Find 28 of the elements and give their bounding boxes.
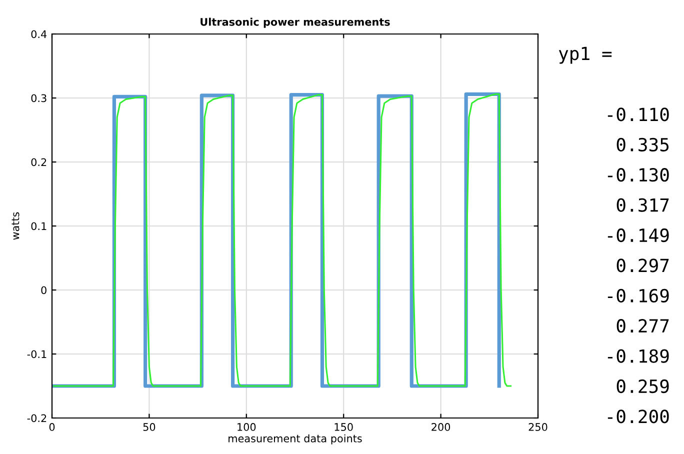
text: yp1 = <box>558 46 612 64</box>
y-tick-label: -0.1 <box>27 350 46 358</box>
text: -0.149 <box>608 228 669 242</box>
text: 0.317 <box>616 198 669 212</box>
y-tick-label: 0.4 <box>31 30 47 38</box>
text: -0.130 <box>608 168 669 182</box>
x-tick-label: 250 <box>528 423 548 431</box>
text: 0.259 <box>616 379 669 394</box>
x-tick-label: 150 <box>334 423 353 431</box>
x-tick-label: 100 <box>238 423 256 431</box>
text: -0.110 <box>608 108 669 122</box>
y-tick-label: 0.1 <box>31 222 46 230</box>
text: -0.189 <box>608 349 669 363</box>
y-axis-title: watts <box>12 212 20 240</box>
x-tick-label: 200 <box>432 423 450 431</box>
text: -0.169 <box>608 288 669 302</box>
text: 0.335 <box>616 138 669 152</box>
text: -0.200 <box>608 410 669 424</box>
x-tick-label: 50 <box>143 423 156 431</box>
y-tick-label: -0.2 <box>27 414 46 422</box>
x-tick-label: 0 <box>49 423 55 431</box>
chart-title: Ultrasonic power measurements <box>200 18 390 28</box>
text: 0.297 <box>616 258 669 272</box>
x-axis-title: measurement data points <box>228 434 362 444</box>
y-tick-label: 0.2 <box>31 158 46 166</box>
y-tick-label: 0 <box>41 286 46 294</box>
text: 0.277 <box>616 319 669 333</box>
y-tick-label: 0.3 <box>31 94 46 102</box>
